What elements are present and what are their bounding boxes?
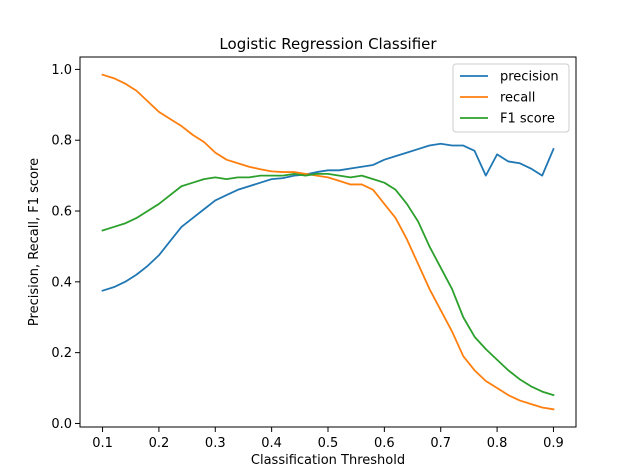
x-tick-label: 0.4 (261, 436, 282, 451)
y-tick-label: 0.6 (51, 205, 72, 220)
x-tick-label: 0.1 (92, 436, 113, 451)
chart-title: Logistic Regression Classifier (219, 35, 437, 53)
y-tick-label: 0.0 (51, 417, 72, 432)
legend: precision recall F1 score (452, 63, 570, 133)
legend-label-recall: recall (500, 91, 535, 106)
x-axis: 0.1 0.2 0.3 0.4 0.5 0.6 0.7 0.8 0.9 (92, 427, 564, 451)
x-tick-label: 0.9 (543, 436, 564, 451)
y-axis-label: Precision, Recall, F1 score (27, 158, 42, 326)
x-axis-label: Classification Threshold (251, 453, 405, 468)
series-line-recall (101, 73, 555, 411)
y-tick-label: 0.8 (51, 134, 72, 149)
legend-box (452, 63, 570, 133)
series-layer (101, 73, 555, 411)
series-line-precision (101, 142, 555, 292)
x-tick-label: 0.8 (487, 436, 508, 451)
x-tick-label: 0.5 (318, 436, 339, 451)
y-tick-label: 0.2 (51, 346, 72, 361)
legend-label-precision: precision (500, 70, 559, 85)
y-axis: 0.0 0.2 0.4 0.6 0.8 1.0 (51, 63, 80, 432)
x-tick-label: 0.7 (430, 436, 451, 451)
x-tick-label: 0.3 (205, 436, 226, 451)
y-tick-label: 0.4 (51, 275, 72, 290)
y-tick-label: 1.0 (51, 63, 72, 78)
series-line-f1-score (101, 172, 555, 397)
x-tick-label: 0.6 (374, 436, 395, 451)
legend-label-f1-score: F1 score (500, 112, 555, 127)
x-tick-label: 0.2 (149, 436, 170, 451)
